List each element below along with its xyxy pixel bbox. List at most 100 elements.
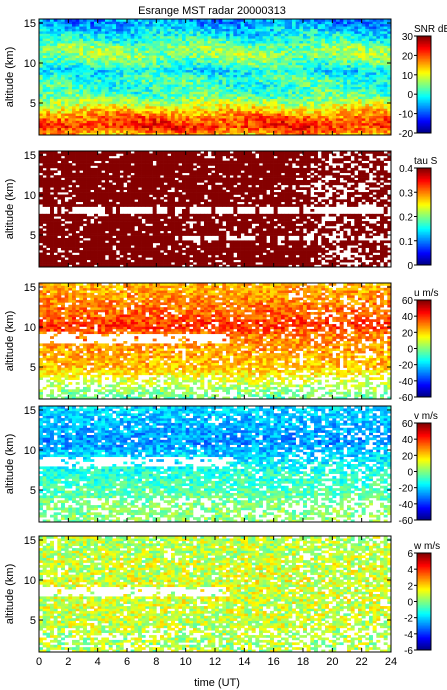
heatmap-cell xyxy=(46,101,51,104)
heatmap-cell xyxy=(94,130,98,133)
heatmap-cell xyxy=(372,45,377,49)
heatmap-cell xyxy=(39,84,43,87)
heatmap-cell xyxy=(61,50,65,54)
heatmap-cell xyxy=(218,101,223,104)
heatmap-cell xyxy=(193,108,197,112)
heatmap-cell xyxy=(116,110,120,114)
heatmap-cell xyxy=(53,155,58,159)
heatmap-cell xyxy=(105,52,109,56)
heatmap-cell xyxy=(138,57,142,61)
heatmap-cell xyxy=(94,72,98,75)
heatmap-cell xyxy=(141,45,146,49)
heatmap-cell xyxy=(273,43,278,46)
heatmap-cell xyxy=(127,62,131,66)
heatmap-cell xyxy=(171,28,175,32)
heatmap-cell xyxy=(163,23,168,27)
heatmap-cell xyxy=(273,89,278,92)
heatmap-cell xyxy=(310,38,315,42)
heatmap-cell xyxy=(119,77,124,80)
heatmap-cell xyxy=(207,96,212,100)
heatmap-cell xyxy=(288,52,293,56)
heatmap-cell xyxy=(325,35,329,39)
heatmap-cell xyxy=(288,23,293,27)
heatmap-cell xyxy=(108,91,113,95)
heatmap-cell xyxy=(75,45,80,49)
heatmap-cell xyxy=(277,74,282,78)
heatmap-cell xyxy=(303,103,307,107)
heatmap-cell xyxy=(372,118,377,121)
heatmap-cell xyxy=(248,60,252,63)
heatmap-cell xyxy=(50,252,54,256)
heatmap-cell xyxy=(79,113,84,116)
heatmap-cell xyxy=(160,33,164,37)
heatmap-cell xyxy=(303,55,307,58)
heatmap-cell xyxy=(149,48,153,51)
heatmap-cell xyxy=(160,108,164,112)
heatmap-cell xyxy=(317,122,322,126)
heatmap-cell xyxy=(119,130,124,133)
heatmap-cell xyxy=(196,115,201,119)
heatmap-cell xyxy=(127,40,131,44)
heatmap-cell xyxy=(343,72,348,75)
colorbar-swatch xyxy=(417,90,431,93)
heatmap-cell xyxy=(53,132,58,136)
heatmap-cell xyxy=(39,28,43,32)
heatmap-cell xyxy=(138,89,142,92)
heatmap-cell xyxy=(237,48,241,51)
heatmap-cell xyxy=(138,72,142,75)
heatmap-cell xyxy=(321,40,326,44)
heatmap-cell xyxy=(350,113,355,116)
heatmap-cell xyxy=(240,35,245,39)
heatmap-cell xyxy=(79,62,84,66)
heatmap-cell xyxy=(211,115,216,119)
heatmap-cell xyxy=(119,110,124,114)
heatmap-cell xyxy=(237,103,241,107)
colorbar-swatch xyxy=(417,101,431,104)
heatmap-cell xyxy=(196,108,201,112)
heatmap-cell xyxy=(358,103,362,107)
heatmap-cell xyxy=(46,187,51,190)
heatmap-cell xyxy=(112,103,117,107)
heatmap-cell xyxy=(387,57,392,61)
heatmap-cell xyxy=(167,118,172,121)
heatmap-cell xyxy=(127,48,131,51)
heatmap-cell xyxy=(83,130,87,133)
heatmap-cell xyxy=(185,89,190,92)
heatmap-cell xyxy=(189,79,194,83)
heatmap-cell xyxy=(72,106,76,109)
heatmap-cell xyxy=(50,98,54,102)
heatmap-cell xyxy=(141,96,146,100)
heatmap-cell xyxy=(97,26,102,29)
heatmap-cell xyxy=(178,108,183,112)
heatmap-cell xyxy=(273,127,278,131)
heatmap-cell xyxy=(90,96,95,100)
heatmap-cell xyxy=(152,26,157,29)
heatmap-cell xyxy=(86,48,91,51)
heatmap-cell xyxy=(339,60,344,63)
heatmap-cell xyxy=(119,103,124,107)
heatmap-cell xyxy=(314,79,318,83)
heatmap-cell xyxy=(237,74,241,78)
heatmap-cell xyxy=(46,50,51,54)
heatmap-cell xyxy=(262,127,267,131)
heatmap-cell xyxy=(332,57,337,61)
heatmap-cell xyxy=(215,115,219,119)
heatmap-cell xyxy=(354,45,359,49)
heatmap-cell xyxy=(57,91,62,95)
colorbar-tick-label: 20 xyxy=(402,51,414,62)
heatmap-cell xyxy=(292,60,296,63)
heatmap-cell xyxy=(281,127,285,131)
heatmap-cell xyxy=(387,60,392,63)
heatmap-cell xyxy=(354,19,359,22)
heatmap-cell xyxy=(46,118,51,121)
heatmap-cell xyxy=(343,115,348,119)
heatmap-cell xyxy=(196,52,201,56)
heatmap-cell xyxy=(387,64,392,68)
heatmap-cell xyxy=(105,55,109,58)
heatmap-cell xyxy=(167,81,172,85)
heatmap-cell xyxy=(325,125,329,129)
heatmap-cell xyxy=(255,103,260,107)
heatmap-cell xyxy=(116,122,120,126)
heatmap-cell xyxy=(347,40,351,44)
heatmap-cell xyxy=(50,50,54,54)
